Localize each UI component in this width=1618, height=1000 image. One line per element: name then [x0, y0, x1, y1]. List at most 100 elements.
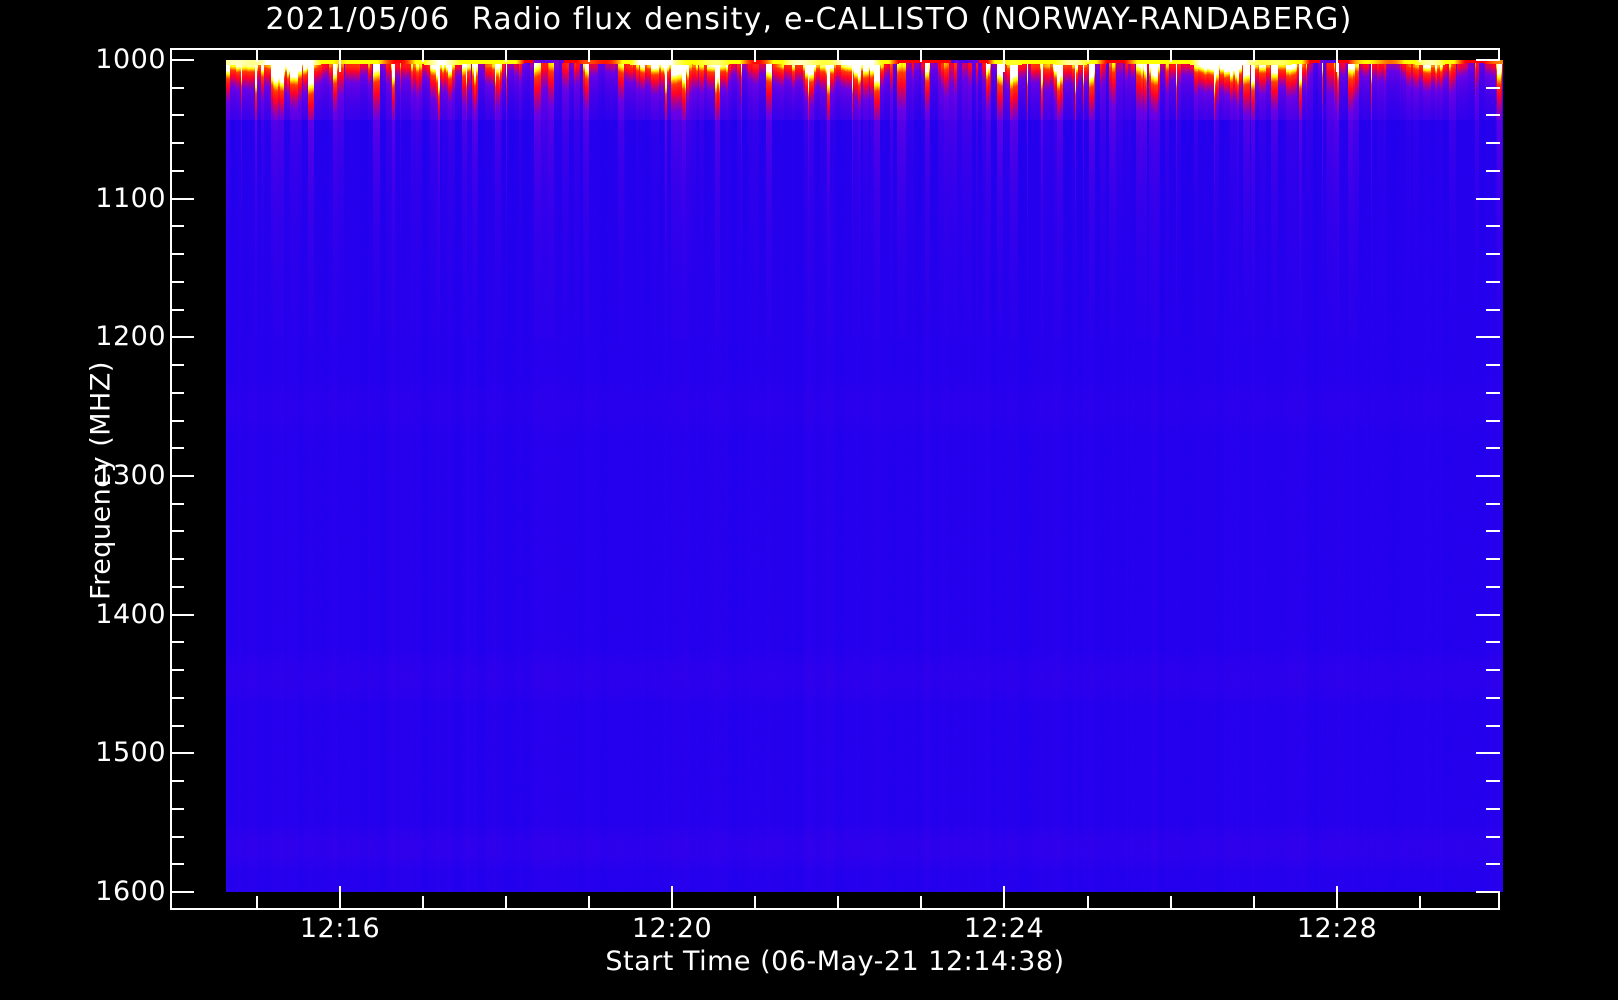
y-tick-minor-right [1486, 503, 1500, 505]
y-tick-minor-right [1486, 253, 1500, 255]
page-title: 2021/05/06 Radio flux density, e-CALLIST… [265, 2, 1353, 37]
x-tick-minor-top [754, 48, 756, 62]
y-tick-minor [170, 114, 184, 116]
y-tick-minor-right [1486, 447, 1500, 449]
x-axis-title: Start Time (06-May-21 12:14:38) [605, 946, 1065, 977]
x-tick-minor [256, 896, 258, 910]
y-axis-title: Frequency (MHZ) [85, 361, 117, 600]
y-tick-major-right [1476, 891, 1500, 893]
x-tick-minor-top [1087, 48, 1089, 62]
x-tick-minor [837, 896, 839, 910]
spectrogram-image [226, 60, 1503, 892]
y-tick-label: 1500 [95, 737, 166, 768]
y-tick-major-right [1476, 752, 1500, 754]
y-tick-label: 1100 [95, 183, 166, 214]
y-tick-major [170, 198, 194, 200]
y-tick-minor-right [1486, 420, 1500, 422]
y-tick-major-right [1476, 614, 1500, 616]
x-tick-major-top [671, 48, 673, 72]
y-tick-minor-right [1486, 780, 1500, 782]
y-tick-major [170, 614, 194, 616]
y-tick-minor [170, 170, 184, 172]
x-tick-major-top [1336, 48, 1338, 72]
y-tick-minor [170, 503, 184, 505]
x-tick-minor-top [1253, 48, 1255, 62]
x-tick-minor-top [422, 48, 424, 62]
x-tick-label: 12:24 [963, 913, 1045, 944]
y-tick-minor-right [1486, 114, 1500, 116]
x-tick-minor [1087, 896, 1089, 910]
y-tick-minor [170, 447, 184, 449]
y-tick-minor [170, 225, 184, 227]
y-tick-minor [170, 87, 184, 89]
y-tick-label: 1000 [95, 44, 166, 75]
x-tick-minor [422, 896, 424, 910]
y-tick-major [170, 59, 194, 61]
y-tick-minor-right [1486, 558, 1500, 560]
y-tick-label: 1300 [95, 460, 166, 491]
x-tick-minor [754, 896, 756, 910]
y-tick-major [170, 752, 194, 754]
y-tick-minor [170, 530, 184, 532]
y-tick-minor-right [1486, 863, 1500, 865]
y-tick-minor-right [1486, 836, 1500, 838]
y-tick-minor-right [1486, 669, 1500, 671]
x-tick-minor [1170, 896, 1172, 910]
x-tick-major-top [339, 48, 341, 72]
y-tick-minor [170, 725, 184, 727]
x-tick-major [671, 886, 673, 910]
y-tick-minor [170, 253, 184, 255]
x-tick-major [1003, 886, 1005, 910]
y-tick-minor [170, 420, 184, 422]
x-tick-minor [588, 896, 590, 910]
y-tick-minor [170, 392, 184, 394]
y-tick-major-right [1476, 198, 1500, 200]
y-tick-minor-right [1486, 697, 1500, 699]
y-tick-label: 1200 [95, 321, 166, 352]
y-tick-minor-right [1486, 392, 1500, 394]
y-tick-minor-right [1486, 725, 1500, 727]
y-tick-minor [170, 836, 184, 838]
spectrogram-canvas [226, 60, 1503, 892]
x-tick-minor-top [588, 48, 590, 62]
x-tick-minor [1253, 896, 1255, 910]
x-tick-minor [1419, 896, 1421, 910]
x-tick-minor-top [1419, 48, 1421, 62]
y-tick-minor-right [1486, 225, 1500, 227]
x-tick-minor-top [837, 48, 839, 62]
y-tick-major-right [1476, 336, 1500, 338]
x-tick-major-top [1003, 48, 1005, 72]
y-tick-minor-right [1486, 170, 1500, 172]
y-tick-minor-right [1486, 530, 1500, 532]
y-tick-minor-right [1486, 808, 1500, 810]
x-tick-minor-top [256, 48, 258, 62]
y-tick-minor [170, 641, 184, 643]
y-tick-minor [170, 780, 184, 782]
y-tick-minor-right [1486, 364, 1500, 366]
y-tick-minor [170, 586, 184, 588]
y-tick-minor [170, 808, 184, 810]
x-tick-label: 12:20 [631, 913, 713, 944]
x-tick-minor-top [1170, 48, 1172, 62]
y-tick-minor [170, 863, 184, 865]
y-tick-minor [170, 364, 184, 366]
y-tick-label: 1400 [95, 599, 166, 630]
x-tick-minor-top [920, 48, 922, 62]
y-tick-major-right [1476, 475, 1500, 477]
y-tick-minor [170, 669, 184, 671]
y-tick-minor [170, 697, 184, 699]
x-tick-label: 12:28 [1296, 913, 1378, 944]
y-tick-minor-right [1486, 142, 1500, 144]
y-tick-label: 1600 [95, 876, 166, 907]
y-tick-minor-right [1486, 586, 1500, 588]
y-tick-major [170, 891, 194, 893]
y-tick-minor [170, 309, 184, 311]
y-tick-minor-right [1486, 87, 1500, 89]
y-tick-minor [170, 558, 184, 560]
x-tick-major [1336, 886, 1338, 910]
x-tick-minor [920, 896, 922, 910]
y-tick-major [170, 475, 194, 477]
x-tick-minor [505, 896, 507, 910]
y-tick-minor [170, 281, 184, 283]
